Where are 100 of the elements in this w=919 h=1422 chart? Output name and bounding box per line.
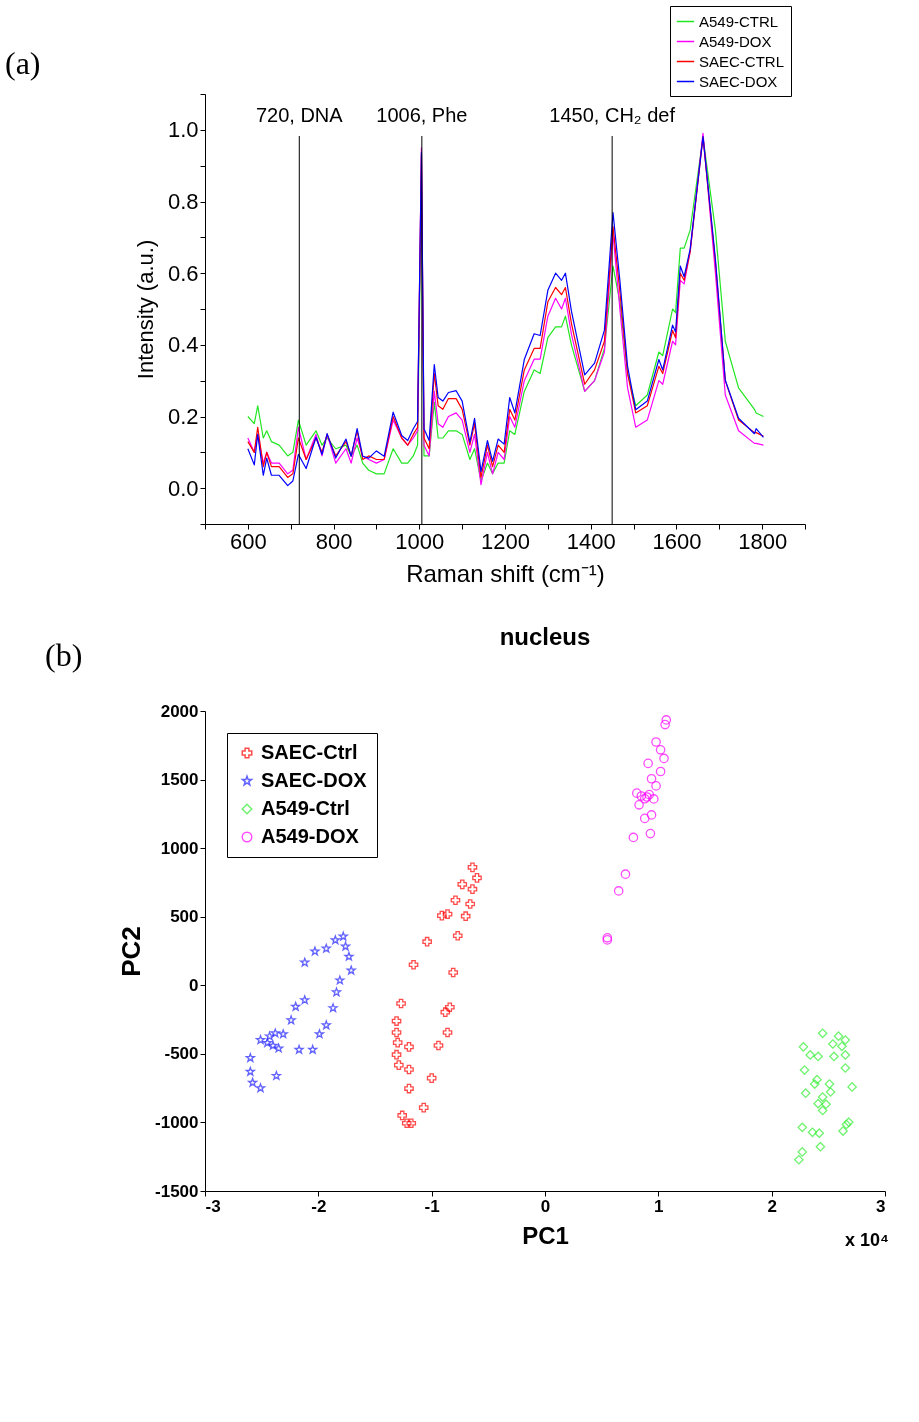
point [344,951,354,961]
point [631,788,642,798]
point [645,828,656,839]
point [338,931,348,941]
point [335,975,345,985]
point [847,1082,857,1092]
point [825,1087,836,1097]
y-axis-title: PC2 [116,926,147,977]
point [452,930,463,941]
point [391,1016,402,1026]
text: (a) [5,45,41,81]
x-tick-label: -3 [205,1196,221,1216]
point [278,1029,288,1039]
y-tick-label: 500 [170,907,199,927]
point [655,766,666,777]
point [314,1029,325,1039]
x-tick-label: 1600 [652,528,702,554]
legend-label: A549-Ctrl [261,797,350,819]
point [651,781,661,791]
point [817,1092,828,1102]
y-tick-label: 0.2 [167,404,199,429]
text: x 10⁴ [845,1230,889,1250]
legend-label: SAEC-Ctrl [261,741,358,763]
point [646,773,657,784]
x-tick-label: 600 [230,528,267,554]
point [797,1147,808,1157]
legend-label: A549-DOX [261,825,360,847]
point [291,1001,301,1011]
point [422,936,432,947]
point [245,1053,255,1063]
point [444,1002,455,1013]
y-tick-label: 0.8 [167,189,199,214]
x-tick-label: 1200 [481,528,530,554]
legend-label: A549-CTRL [699,12,779,30]
x-axis-title: PC1 [522,1221,569,1249]
point [620,869,631,880]
point [270,1028,280,1038]
x-tick-label: 1 [654,1196,664,1216]
point [442,909,453,919]
point [255,1035,266,1045]
point [310,946,320,956]
point [340,941,351,951]
point [817,1028,828,1039]
point [391,1049,402,1060]
x-tick-label: 3 [876,1196,886,1216]
ref-line-label: 1450, CH₂ def [549,104,676,126]
x-tick-label: 1000 [395,528,445,554]
point [255,1083,266,1093]
point [655,744,666,755]
y-tick-label: 0.4 [167,332,199,358]
x-tick-label: 0 [540,1196,551,1216]
point [286,1015,296,1025]
point [628,832,639,843]
point [613,886,624,896]
point [321,943,331,953]
point [404,1064,414,1075]
point [300,957,310,967]
point [401,1118,412,1129]
point [450,895,461,906]
point [321,1020,331,1030]
point [648,794,659,804]
point [799,1065,810,1075]
y-tick-label: 1000 [160,838,199,858]
legend-label: A549-DOX [699,32,772,50]
point [643,758,653,769]
y-tick-label: 2000 [160,701,199,721]
point [331,987,342,997]
point [391,1027,402,1038]
point [651,737,661,747]
legend-label: SAEC-CTRL [699,52,785,70]
point [805,1050,816,1060]
point [448,967,459,978]
point [828,1039,838,1049]
point [817,1105,828,1116]
point [268,1040,278,1050]
chart-title: nucleus [499,623,591,650]
point [262,1038,272,1047]
legend-label: SAEC-DOX [261,769,368,791]
point [426,1073,437,1083]
point [800,1088,811,1099]
x-tick-label: 2 [767,1196,777,1216]
point [418,1102,429,1113]
y-axis-title: Intensity (a.u.) [132,239,158,380]
point [437,910,447,921]
point [660,719,670,730]
y-tick-label: 0.0 [167,475,199,501]
point [807,1127,818,1138]
point [397,1110,408,1121]
x-tick-label: 800 [315,528,353,554]
point [840,1035,851,1045]
point [442,1027,453,1038]
y-tick-label: -1500 [155,1181,199,1201]
point [308,1044,318,1054]
ref-line-label: 720, DNA [255,104,344,126]
point [330,935,340,945]
point [813,1051,823,1062]
x-tick-label: 1800 [738,528,788,554]
point [467,884,478,894]
point [274,1043,284,1053]
point [840,1063,851,1073]
